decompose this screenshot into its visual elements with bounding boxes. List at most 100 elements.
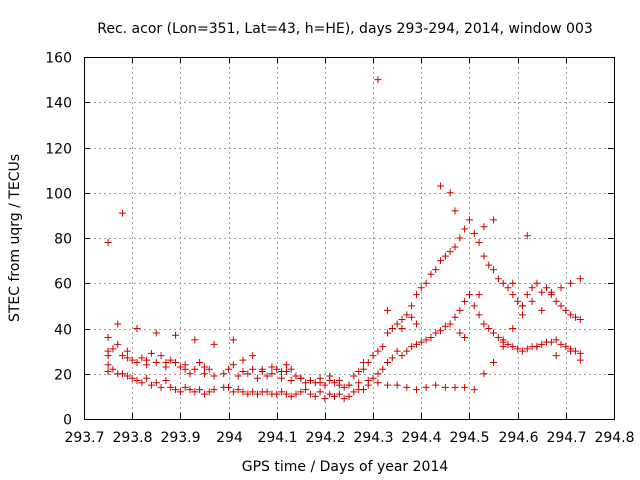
data-point <box>475 311 483 319</box>
data-point <box>263 388 271 396</box>
data-point <box>335 381 343 389</box>
data-point <box>359 365 367 373</box>
data-point <box>461 225 469 233</box>
data-point <box>133 358 141 366</box>
data-point <box>316 388 324 396</box>
data-point <box>229 388 237 396</box>
data-point <box>268 363 276 371</box>
data-point <box>176 363 184 371</box>
data-point <box>432 329 440 337</box>
data-point <box>408 313 416 321</box>
data-point <box>557 302 565 310</box>
data-point <box>147 349 155 357</box>
data-points <box>104 76 584 403</box>
data-point <box>437 182 445 190</box>
data-point <box>278 388 286 396</box>
data-point <box>470 386 478 394</box>
data-point <box>374 347 382 355</box>
data-point <box>514 345 522 353</box>
data-point <box>311 392 319 400</box>
data-point <box>523 345 531 353</box>
data-point <box>369 374 377 382</box>
data-point <box>172 358 180 366</box>
y-tick-label: 0 <box>63 413 72 429</box>
data-point <box>499 279 507 287</box>
data-point <box>417 338 425 346</box>
data-point <box>384 329 392 337</box>
grid-layer <box>84 57 614 419</box>
data-point <box>384 381 392 389</box>
x-axis-label: GPS time / Days of year 2014 <box>242 459 449 475</box>
data-point <box>229 336 237 344</box>
data-point <box>244 370 252 378</box>
data-point <box>494 275 502 283</box>
data-point <box>119 209 127 217</box>
y-tick-label: 40 <box>54 323 72 339</box>
data-point <box>456 306 464 314</box>
data-point <box>499 338 507 346</box>
data-point <box>157 352 165 360</box>
data-point <box>480 252 488 260</box>
data-point <box>451 383 459 391</box>
data-point <box>369 352 377 360</box>
data-point <box>191 388 199 396</box>
data-point <box>461 297 469 305</box>
data-point <box>533 343 541 351</box>
data-point <box>557 340 565 348</box>
data-point <box>441 383 449 391</box>
y-tick-label: 160 <box>45 51 72 67</box>
data-point <box>316 379 324 387</box>
data-point <box>456 329 464 337</box>
data-point <box>345 381 353 389</box>
data-point <box>234 372 242 380</box>
data-point <box>123 347 131 355</box>
data-point <box>567 279 575 287</box>
data-point <box>186 370 194 378</box>
data-point <box>465 216 473 224</box>
y-tick-label: 80 <box>54 232 72 248</box>
y-axis-label: STEC from uqrg / TECUs <box>7 154 23 322</box>
data-point <box>571 313 579 321</box>
data-point <box>374 379 382 387</box>
data-point <box>441 322 449 330</box>
data-point <box>138 379 146 387</box>
data-point <box>297 388 305 396</box>
data-point <box>543 284 551 292</box>
data-point <box>422 279 430 287</box>
data-point <box>123 354 131 362</box>
data-point <box>359 358 367 366</box>
data-point <box>210 340 218 348</box>
data-point <box>104 361 112 369</box>
data-point <box>225 365 233 373</box>
data-point <box>465 291 473 299</box>
data-point <box>167 383 175 391</box>
x-tick-label: 294.5 <box>449 430 489 446</box>
data-point <box>518 311 526 319</box>
data-point <box>282 361 290 369</box>
data-point <box>287 392 295 400</box>
data-point <box>143 374 151 382</box>
data-point <box>552 297 560 305</box>
data-point <box>162 358 170 366</box>
data-point <box>393 381 401 389</box>
data-point <box>490 358 498 366</box>
chart-title: Rec. acor (Lon=351, Lat=43, h=HE), days … <box>97 21 593 37</box>
data-point <box>412 340 420 348</box>
data-point <box>504 340 512 348</box>
data-point <box>210 372 218 380</box>
tick-layer: 293.7 293.8 293.9 294 294.1 294.2 294.3 294.4 29… <box>45 51 634 447</box>
data-point <box>490 266 498 274</box>
data-point <box>331 392 339 400</box>
data-point <box>388 325 396 332</box>
data-point <box>451 243 459 251</box>
data-point <box>205 365 213 373</box>
data-point <box>393 347 401 355</box>
data-point <box>186 386 194 394</box>
data-point <box>359 386 367 394</box>
data-point <box>196 386 204 394</box>
data-point <box>181 383 189 391</box>
data-point <box>374 370 382 378</box>
data-point <box>109 345 117 353</box>
data-point <box>412 291 420 299</box>
data-point <box>191 336 199 344</box>
